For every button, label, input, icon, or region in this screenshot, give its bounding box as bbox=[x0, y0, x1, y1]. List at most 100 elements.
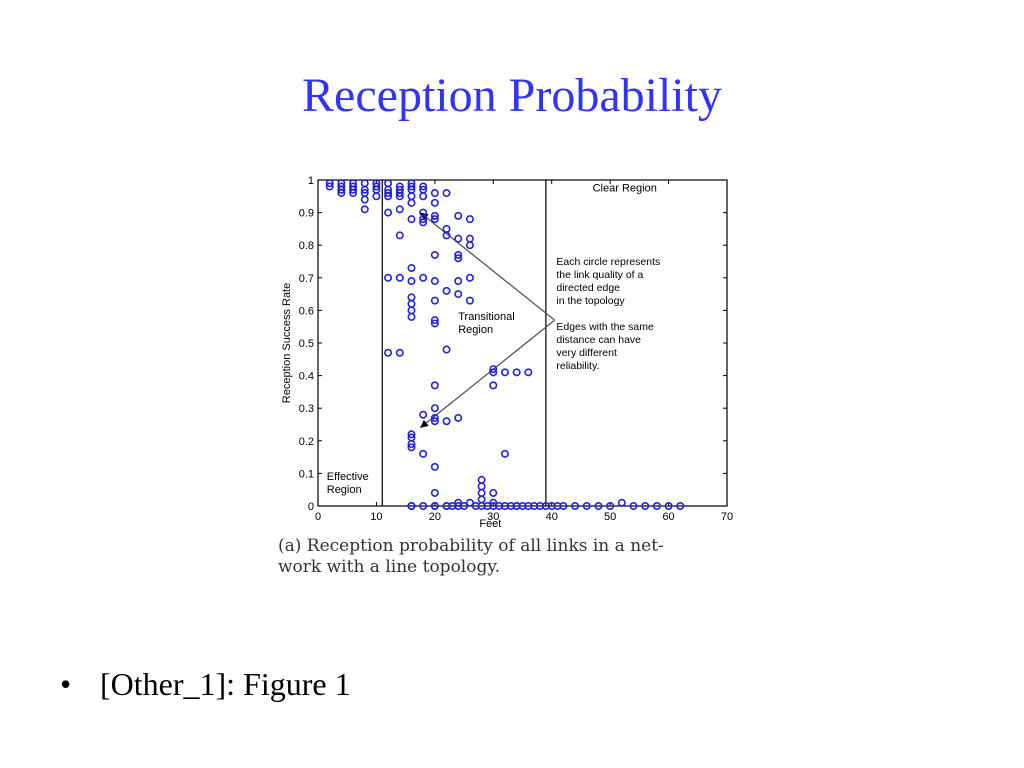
data-point bbox=[407, 299, 416, 308]
data-point bbox=[407, 501, 416, 510]
x-axis-label: Feet bbox=[479, 518, 501, 530]
data-point bbox=[454, 254, 463, 263]
data-point bbox=[489, 498, 498, 507]
data-point bbox=[664, 501, 673, 510]
data-point bbox=[395, 348, 404, 357]
data-point bbox=[617, 498, 626, 507]
slide-title: Reception Probability bbox=[302, 69, 722, 122]
data-point bbox=[384, 348, 393, 357]
y-axis-label: Reception Success Rate bbox=[281, 283, 293, 403]
data-point bbox=[349, 185, 358, 194]
data-point bbox=[419, 215, 428, 224]
data-point bbox=[407, 182, 416, 191]
data-point bbox=[430, 277, 439, 286]
data-point bbox=[395, 205, 404, 214]
data-point bbox=[465, 234, 474, 243]
data-point bbox=[454, 250, 463, 259]
bullet-marker: • bbox=[60, 666, 72, 702]
bullet-text: [Other_1]: Figure 1 bbox=[100, 666, 351, 702]
data-point bbox=[430, 250, 439, 259]
data-point bbox=[407, 443, 416, 452]
data-point bbox=[360, 205, 369, 214]
data-point bbox=[500, 368, 509, 377]
data-point bbox=[454, 277, 463, 286]
data-point bbox=[477, 475, 486, 484]
data-point bbox=[325, 182, 334, 191]
x-tick-label: 10 bbox=[370, 511, 382, 523]
data-point bbox=[477, 495, 486, 504]
y-tick-label: 0.4 bbox=[299, 371, 314, 383]
data-point bbox=[372, 182, 381, 191]
data-point bbox=[465, 498, 474, 507]
data-point bbox=[407, 293, 416, 302]
data-point bbox=[465, 296, 474, 305]
data-point bbox=[430, 501, 439, 510]
data-point bbox=[395, 192, 404, 201]
data-point bbox=[395, 273, 404, 282]
data-point bbox=[430, 381, 439, 390]
x-tick-label: 50 bbox=[604, 511, 616, 523]
data-point bbox=[606, 501, 615, 510]
data-point bbox=[512, 368, 521, 377]
data-point bbox=[349, 189, 358, 198]
figure: 0 10 20 30 40 50 60 70 0 0.1 0.2 0.3 0.4 0.5 0.6 0.7 0.8… bbox=[270, 168, 750, 588]
data-point bbox=[407, 192, 416, 201]
data-point bbox=[384, 273, 393, 282]
data-point bbox=[582, 501, 591, 510]
y-tick-label: 0.8 bbox=[299, 240, 314, 252]
transitional-region-label: Region bbox=[458, 324, 493, 336]
data-point bbox=[454, 498, 463, 507]
plot-frame bbox=[317, 179, 728, 507]
data-point bbox=[477, 482, 486, 491]
data-point bbox=[430, 215, 439, 224]
y-tick-label: 0 bbox=[308, 501, 314, 513]
x-tick-label: 70 bbox=[721, 511, 733, 523]
data-point bbox=[407, 215, 416, 224]
data-point bbox=[489, 368, 498, 377]
data-point bbox=[384, 179, 393, 188]
data-point bbox=[419, 273, 428, 282]
data-point bbox=[430, 413, 439, 422]
data-point bbox=[407, 306, 416, 315]
annotation-line: distance can have bbox=[556, 334, 641, 346]
y-tick-label: 0.5 bbox=[299, 338, 314, 350]
data-point bbox=[442, 345, 451, 354]
data-point bbox=[442, 224, 451, 233]
data-point bbox=[489, 381, 498, 390]
data-point bbox=[337, 189, 346, 198]
clear-region-label: Clear Region bbox=[593, 182, 657, 194]
data-point bbox=[430, 296, 439, 305]
x-tick-label: 40 bbox=[546, 511, 558, 523]
data-point bbox=[430, 462, 439, 471]
caption-line-1: (a) Reception probability of all links i… bbox=[278, 536, 664, 556]
transitional-region-label: Transitional bbox=[458, 311, 514, 323]
data-point bbox=[460, 501, 469, 510]
y-tick-label: 0.1 bbox=[299, 468, 314, 480]
data-point bbox=[500, 449, 509, 458]
data-point bbox=[337, 185, 346, 194]
scatter-chart: 0 10 20 30 40 50 60 70 0 0.1 0.2 0.3 0.4 0.5 0.6 0.7 0.8… bbox=[281, 175, 733, 530]
data-point bbox=[360, 179, 369, 188]
annotation-line: very different bbox=[556, 347, 617, 359]
y-tick-label: 0.9 bbox=[299, 208, 314, 220]
data-point bbox=[430, 211, 439, 220]
data-point bbox=[430, 189, 439, 198]
y-tick-label: 0.7 bbox=[299, 273, 314, 285]
data-point bbox=[384, 208, 393, 217]
data-point bbox=[430, 404, 439, 413]
annotation-line: directed edge bbox=[556, 282, 620, 294]
annotation-arrow-upper bbox=[419, 212, 556, 321]
data-point bbox=[430, 198, 439, 207]
data-point bbox=[430, 319, 439, 328]
data-point bbox=[372, 192, 381, 201]
annotation-line: Edges with the same bbox=[556, 321, 654, 333]
data-point bbox=[652, 501, 661, 510]
y-tick-label: 1 bbox=[308, 175, 314, 187]
data-point bbox=[384, 189, 393, 198]
x-tick-label: 20 bbox=[429, 511, 441, 523]
data-point bbox=[419, 449, 428, 458]
data-point bbox=[407, 198, 416, 207]
data-point bbox=[454, 234, 463, 243]
data-point bbox=[465, 273, 474, 282]
figure-caption: (a) Reception probability of all links i… bbox=[278, 536, 748, 578]
